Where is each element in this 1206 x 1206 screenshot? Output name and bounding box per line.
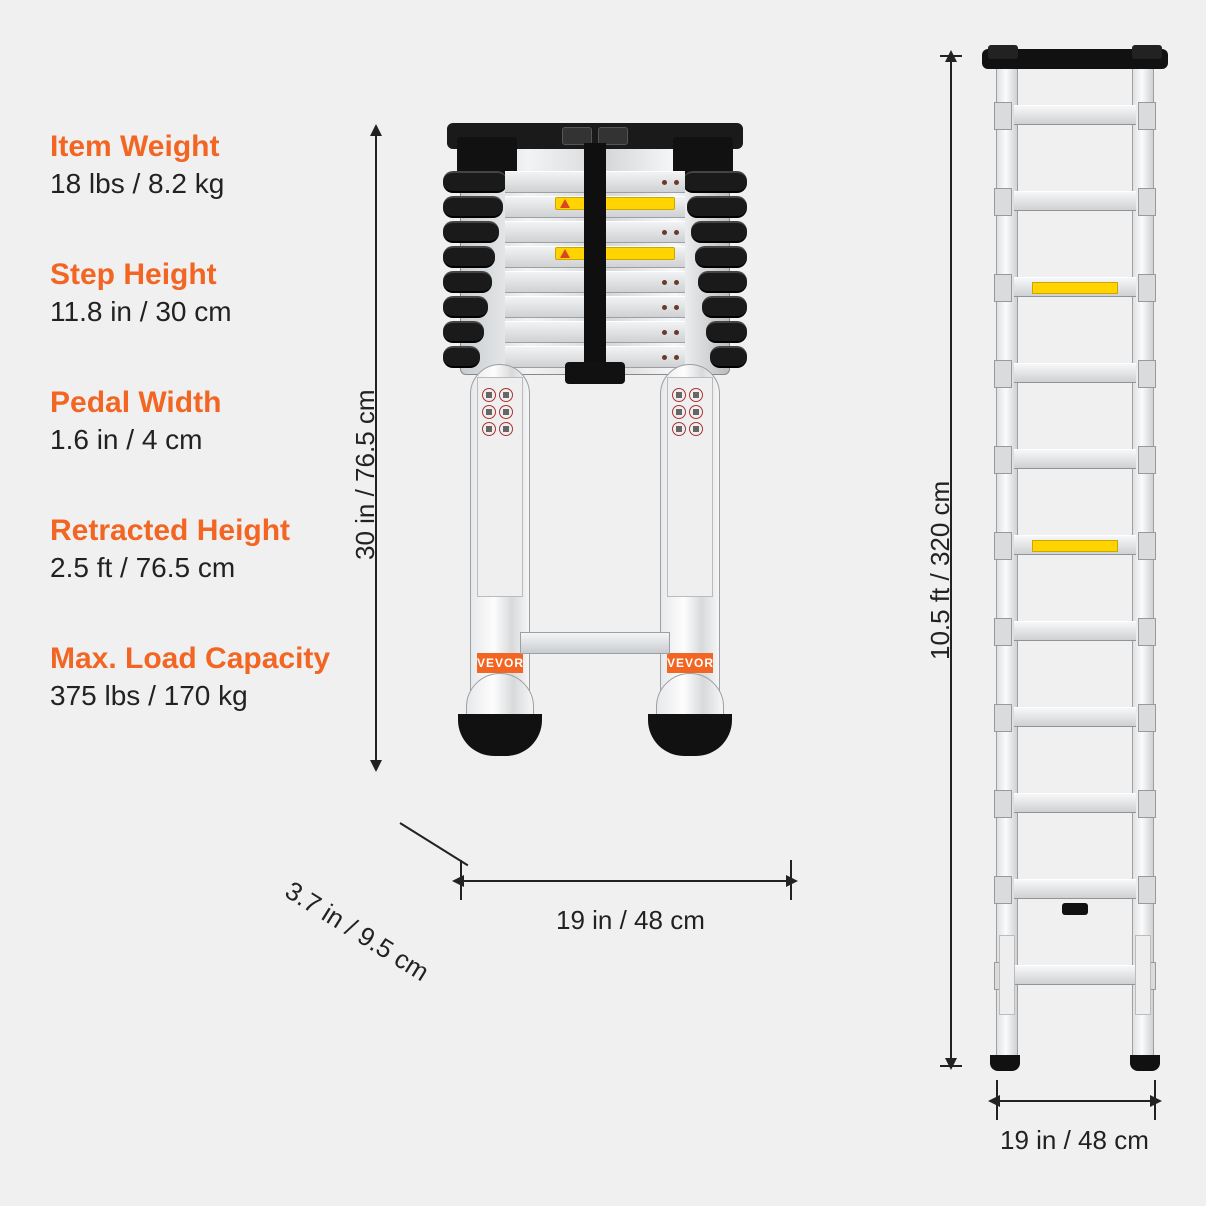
ladder-step xyxy=(1014,191,1136,211)
arrow-up-icon xyxy=(370,124,382,136)
safety-icon xyxy=(689,388,703,402)
lower-segment xyxy=(656,673,724,747)
ladder-step xyxy=(1014,793,1136,813)
rubber-foot xyxy=(990,1055,1020,1071)
ladder-leg-left: VEVOR xyxy=(470,364,530,754)
instruction-label xyxy=(1135,935,1151,1015)
spec-value: 375 lbs / 170 kg xyxy=(50,680,350,712)
safety-icon xyxy=(482,388,496,402)
instruction-label xyxy=(477,377,523,597)
ladder-step xyxy=(1014,449,1136,469)
collapsed-body xyxy=(460,130,730,375)
carry-strap xyxy=(584,143,606,379)
rubber-foot xyxy=(458,714,542,756)
bottom-rung xyxy=(520,632,670,654)
ladder-leg-right: VEVOR xyxy=(660,364,720,754)
arrow-down-icon xyxy=(945,1058,957,1070)
ladder-step xyxy=(1014,277,1136,297)
brand-label: VEVOR xyxy=(477,653,523,673)
arrow-left-icon xyxy=(452,875,464,887)
arrow-left-icon xyxy=(988,1095,1000,1107)
safety-icon xyxy=(672,422,686,436)
dimension-tick xyxy=(1154,1080,1156,1120)
spec-list: Item Weight 18 lbs / 8.2 kg Step Height … xyxy=(50,130,350,770)
rubber-foot xyxy=(1130,1055,1160,1071)
dimension-label-collapsed-width: 19 in / 48 cm xyxy=(556,905,705,936)
dimension-line xyxy=(460,880,790,882)
ladder-step xyxy=(1014,879,1136,899)
latch-icon xyxy=(1062,903,1088,915)
ladder-step xyxy=(1014,707,1136,727)
dimension-label-collapsed-height: 30 in / 76.5 cm xyxy=(350,389,381,560)
dimension-tick xyxy=(996,1080,998,1120)
spec-item-retracted-height: Retracted Height 2.5 ft / 76.5 cm xyxy=(50,514,350,584)
ladder-step xyxy=(1014,965,1136,985)
safety-icon xyxy=(499,388,513,402)
lower-segment xyxy=(466,673,534,747)
ladder-step xyxy=(1014,105,1136,125)
instruction-label xyxy=(667,377,713,597)
dimension-tick xyxy=(460,860,462,900)
top-cap xyxy=(982,49,1168,69)
spec-value: 18 lbs / 8.2 kg xyxy=(50,168,350,200)
instruction-label xyxy=(999,935,1015,1015)
safety-icon xyxy=(672,405,686,419)
dimension-label-extended-height: 10.5 ft / 320 cm xyxy=(925,481,956,660)
spec-item-load-capacity: Max. Load Capacity 375 lbs / 170 kg xyxy=(50,642,350,712)
ladder-step xyxy=(1014,621,1136,641)
warning-label-icon xyxy=(555,247,675,260)
spec-label: Pedal Width xyxy=(50,386,350,420)
dimension-label-collapsed-depth: 3.7 in / 9.5 cm xyxy=(280,875,435,988)
top-grip-icon xyxy=(1132,45,1162,59)
extended-ladder-illustration xyxy=(990,55,1160,1065)
latch-icon xyxy=(565,362,625,384)
safety-icon xyxy=(482,422,496,436)
safety-icon xyxy=(689,422,703,436)
spec-label: Max. Load Capacity xyxy=(50,642,350,676)
dimension-line xyxy=(996,1100,1154,1102)
spec-item-weight: Item Weight 18 lbs / 8.2 kg xyxy=(50,130,350,200)
collapsed-ladder-illustration: VEVOR VEVOR xyxy=(400,130,790,880)
dimension-tick xyxy=(940,55,962,57)
dimension-tick xyxy=(790,860,792,900)
safety-icon xyxy=(672,388,686,402)
spec-label: Step Height xyxy=(50,258,350,292)
safety-icon xyxy=(499,422,513,436)
top-grip-icon xyxy=(988,45,1018,59)
arrow-right-icon xyxy=(786,875,798,887)
arrow-right-icon xyxy=(1150,1095,1162,1107)
safety-icon xyxy=(689,405,703,419)
spec-value: 2.5 ft / 76.5 cm xyxy=(50,552,350,584)
spec-value: 11.8 in / 30 cm xyxy=(50,296,350,328)
spec-value: 1.6 in / 4 cm xyxy=(50,424,350,456)
warning-label-icon xyxy=(555,197,675,210)
ladder-step xyxy=(1014,363,1136,383)
spec-item-step-height: Step Height 11.8 in / 30 cm xyxy=(50,258,350,328)
brand-label: VEVOR xyxy=(667,653,713,673)
spec-label: Retracted Height xyxy=(50,514,350,548)
safety-icon xyxy=(499,405,513,419)
arrow-down-icon xyxy=(370,760,382,772)
safety-icon xyxy=(482,405,496,419)
telescoping-rings xyxy=(443,171,507,371)
telescoping-rings xyxy=(683,171,747,371)
dimension-tick xyxy=(940,1065,962,1067)
ladder-step xyxy=(1014,535,1136,555)
spec-label: Item Weight xyxy=(50,130,350,164)
dimension-label-extended-width: 19 in / 48 cm xyxy=(1000,1125,1149,1156)
rubber-foot xyxy=(648,714,732,756)
spec-item-pedal-width: Pedal Width 1.6 in / 4 cm xyxy=(50,386,350,456)
